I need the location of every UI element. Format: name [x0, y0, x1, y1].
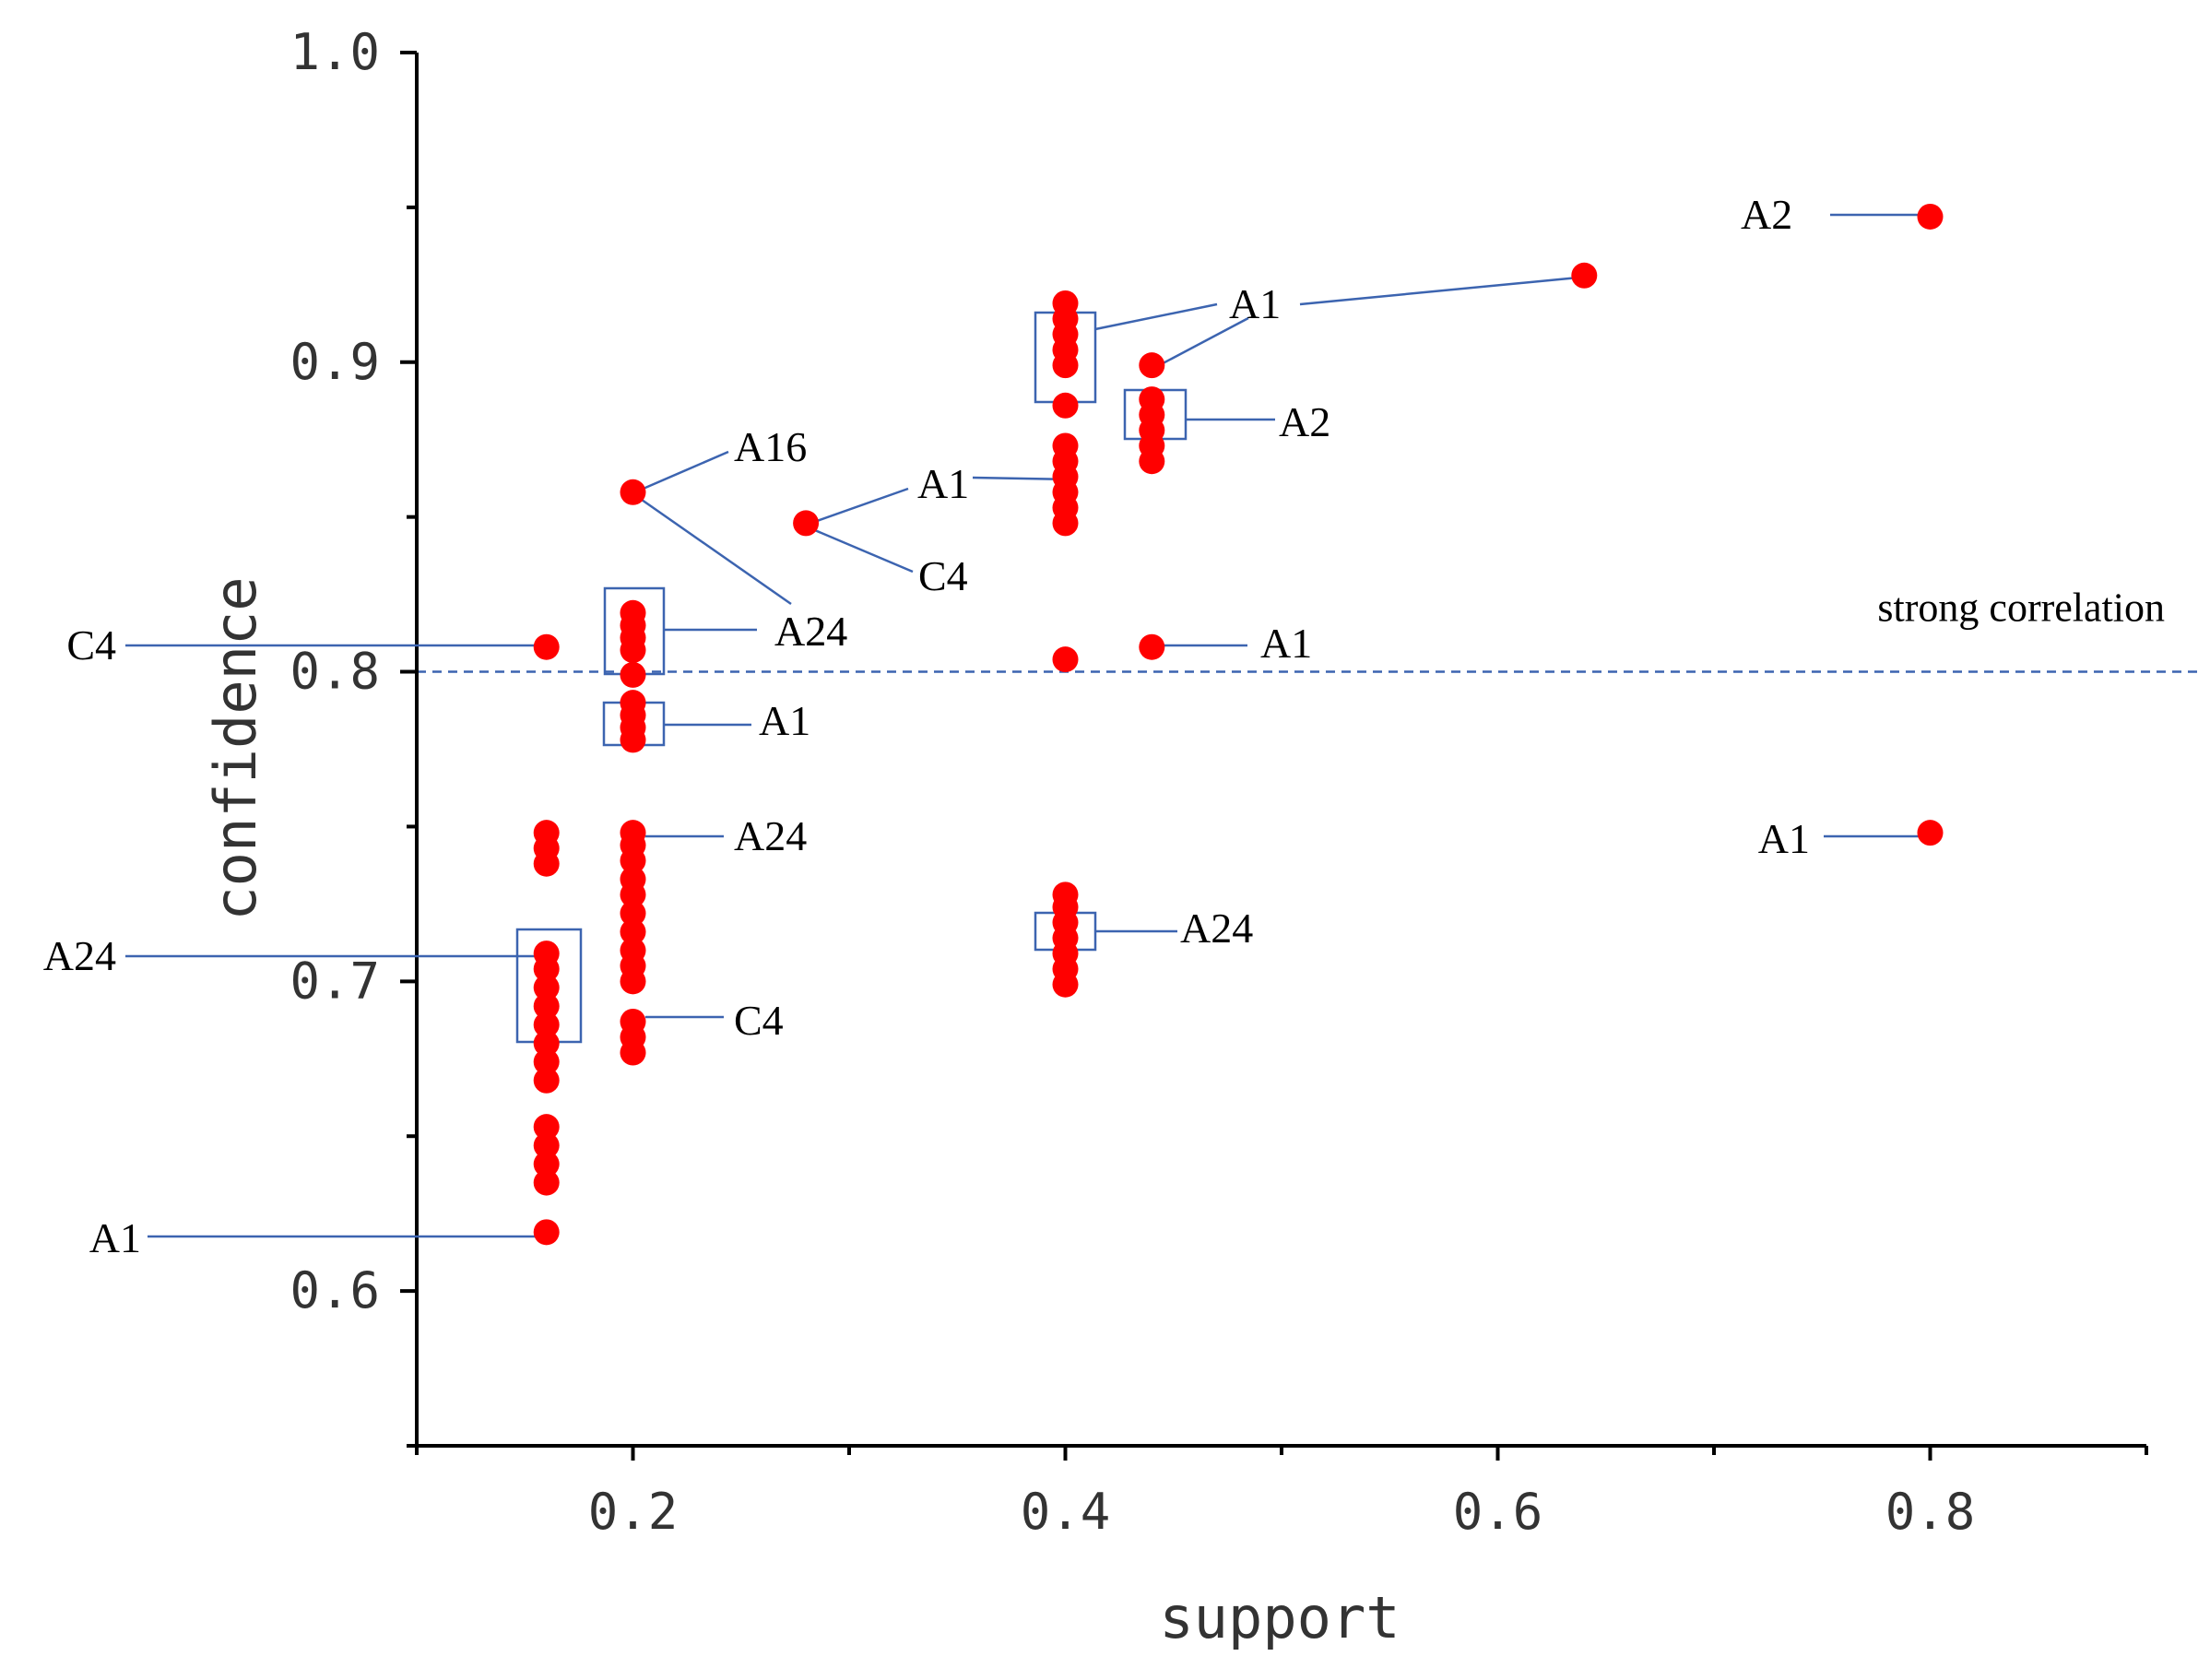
annotation-label: A24 [734, 812, 807, 859]
annotation-label: A1 [1229, 280, 1281, 327]
annotation-label: C4 [734, 997, 784, 1044]
data-point [620, 918, 646, 945]
annotation-label: A1 [917, 460, 969, 507]
annotation-label: A2 [1741, 191, 1792, 238]
data-point [533, 1169, 560, 1196]
x-tick-label: 0.2 [588, 1483, 679, 1541]
threshold-label: strong correlation [1877, 586, 2165, 631]
leader-line [1094, 302, 1218, 331]
leader-line [803, 487, 909, 527]
annotation-label: A1 [1260, 620, 1312, 667]
data-point [620, 820, 646, 846]
annotation-label: C4 [918, 552, 968, 599]
annotation-label: A24 [1180, 905, 1253, 952]
data-point [1917, 203, 1944, 230]
annotation-label: A24 [774, 608, 847, 655]
data-points [533, 203, 1944, 1246]
leader-line [632, 491, 792, 606]
data-point [1139, 352, 1165, 379]
annotation-label: A1 [89, 1214, 141, 1261]
data-point [620, 937, 646, 964]
data-point [1917, 820, 1944, 846]
annotation-label: A24 [43, 932, 116, 979]
annotation-label: A16 [734, 423, 807, 470]
data-point [533, 993, 560, 1020]
data-point [1139, 633, 1165, 660]
leader-line [1152, 316, 1249, 371]
data-point [1571, 262, 1598, 289]
data-point [533, 1151, 560, 1177]
data-point [533, 941, 560, 967]
data-point [533, 633, 560, 660]
x-tick-label: 0.8 [1885, 1483, 1976, 1541]
y-tick-label: 0.9 [290, 333, 380, 391]
data-point [533, 1030, 560, 1057]
leader-line [1299, 276, 1579, 306]
data-point [533, 1132, 560, 1159]
data-point [620, 900, 646, 927]
data-point [620, 479, 646, 505]
y-tick-label: 1.0 [290, 23, 380, 81]
data-point [1052, 290, 1079, 316]
data-point [533, 975, 560, 1001]
data-point [1052, 392, 1079, 419]
x-tick-label: 0.6 [1453, 1483, 1543, 1541]
data-point [620, 599, 646, 626]
y-tick-label: 0.8 [290, 643, 380, 701]
annotation-label: A24 [774, 608, 847, 655]
x-axis-title: support [1159, 1584, 1400, 1651]
annotation-label: C4 [66, 621, 116, 668]
data-point [620, 866, 646, 893]
data-point [533, 1067, 560, 1094]
axes: 0.6 0.7 0.8 0.9 1.0 0.2 0.4 0.6 0.8 [290, 23, 2148, 1541]
y-tick-label: 0.7 [290, 952, 380, 1010]
y-tick-label: 0.6 [290, 1261, 380, 1319]
annotation-label: A1 [759, 697, 810, 744]
data-point [620, 1008, 646, 1035]
leader-line [632, 450, 729, 495]
x-tick-label: 0.4 [1021, 1483, 1111, 1541]
leader-line [803, 524, 914, 574]
data-point [793, 510, 820, 537]
data-point [533, 1219, 560, 1246]
data-point [1139, 386, 1165, 413]
data-point [533, 1048, 560, 1075]
annotation-label: A1 [1758, 815, 1810, 862]
y-axis-title: confidence [202, 576, 269, 920]
annotation-label: A2 [1279, 398, 1330, 445]
data-point [533, 1114, 560, 1141]
data-point [533, 820, 560, 846]
data-point [1052, 432, 1079, 459]
data-point [620, 661, 646, 688]
data-point [533, 1012, 560, 1038]
data-point [1052, 646, 1079, 673]
data-point [620, 690, 646, 716]
data-point [1052, 881, 1079, 908]
